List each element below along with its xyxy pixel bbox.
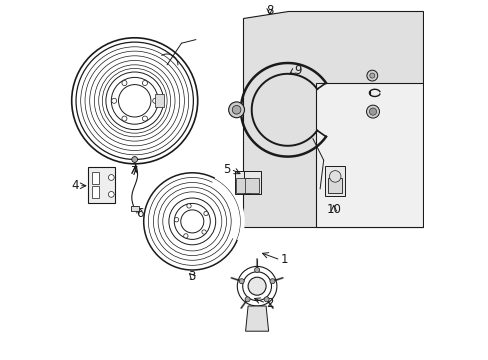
Circle shape	[174, 217, 178, 222]
Circle shape	[369, 73, 374, 78]
Text: 9: 9	[294, 64, 301, 77]
Circle shape	[366, 70, 377, 81]
Text: 3: 3	[188, 270, 196, 283]
Circle shape	[122, 116, 127, 121]
Circle shape	[183, 234, 187, 238]
Bar	[130, 206, 139, 211]
Text: 5: 5	[223, 163, 230, 176]
Circle shape	[269, 279, 274, 284]
Text: 8: 8	[265, 4, 273, 17]
Circle shape	[228, 102, 244, 118]
Circle shape	[202, 230, 206, 234]
Bar	[155, 94, 163, 107]
Circle shape	[366, 105, 379, 118]
Circle shape	[142, 116, 147, 121]
Circle shape	[254, 267, 259, 273]
Bar	[91, 172, 99, 184]
Circle shape	[264, 297, 268, 302]
Circle shape	[111, 98, 117, 103]
Circle shape	[244, 297, 249, 302]
Bar	[316, 83, 422, 227]
Bar	[244, 178, 258, 193]
Circle shape	[108, 192, 114, 197]
Text: 6: 6	[136, 207, 143, 220]
Polygon shape	[245, 306, 268, 331]
Circle shape	[186, 204, 191, 208]
Bar	[325, 166, 345, 196]
Bar	[88, 167, 115, 203]
Circle shape	[239, 279, 244, 284]
Text: 7: 7	[131, 165, 138, 177]
Text: 10: 10	[325, 203, 341, 216]
Polygon shape	[242, 11, 422, 227]
Bar	[235, 171, 251, 194]
Circle shape	[247, 277, 265, 295]
Circle shape	[203, 211, 208, 216]
Text: 4: 4	[71, 179, 79, 192]
Circle shape	[122, 81, 127, 86]
Circle shape	[329, 171, 340, 182]
Circle shape	[152, 98, 158, 103]
Bar	[328, 178, 342, 193]
Circle shape	[132, 157, 137, 162]
Circle shape	[368, 108, 376, 115]
Bar	[91, 186, 99, 198]
Circle shape	[142, 81, 147, 86]
Text: 1: 1	[280, 253, 287, 266]
Bar	[244, 171, 260, 194]
Text: 2: 2	[265, 297, 273, 310]
Circle shape	[108, 175, 114, 180]
Circle shape	[232, 105, 241, 114]
Bar	[236, 178, 249, 193]
